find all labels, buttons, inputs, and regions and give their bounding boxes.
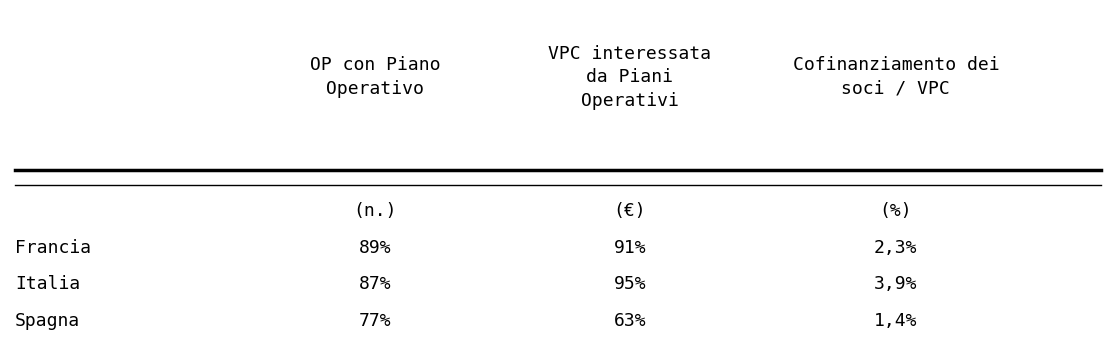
Text: 89%: 89% (359, 239, 392, 257)
Text: 87%: 87% (359, 275, 392, 293)
Text: 2,3%: 2,3% (874, 239, 917, 257)
Text: 91%: 91% (614, 239, 646, 257)
Text: VPC interessata
da Piani
Operativi: VPC interessata da Piani Operativi (548, 45, 712, 110)
Text: Francia: Francia (16, 239, 92, 257)
Text: 3,9%: 3,9% (874, 275, 917, 293)
Text: 1,4%: 1,4% (874, 312, 917, 330)
Text: (n.): (n.) (354, 202, 397, 220)
Text: OP con Piano
Operativo: OP con Piano Operativo (310, 56, 441, 98)
Text: 77%: 77% (359, 312, 392, 330)
Text: (%): (%) (879, 202, 912, 220)
Text: 63%: 63% (614, 312, 646, 330)
Text: Cofinanziamento dei
soci / VPC: Cofinanziamento dei soci / VPC (792, 56, 999, 98)
Text: Spagna: Spagna (16, 312, 80, 330)
Text: (€): (€) (614, 202, 646, 220)
Text: Italia: Italia (16, 275, 80, 293)
Text: 95%: 95% (614, 275, 646, 293)
